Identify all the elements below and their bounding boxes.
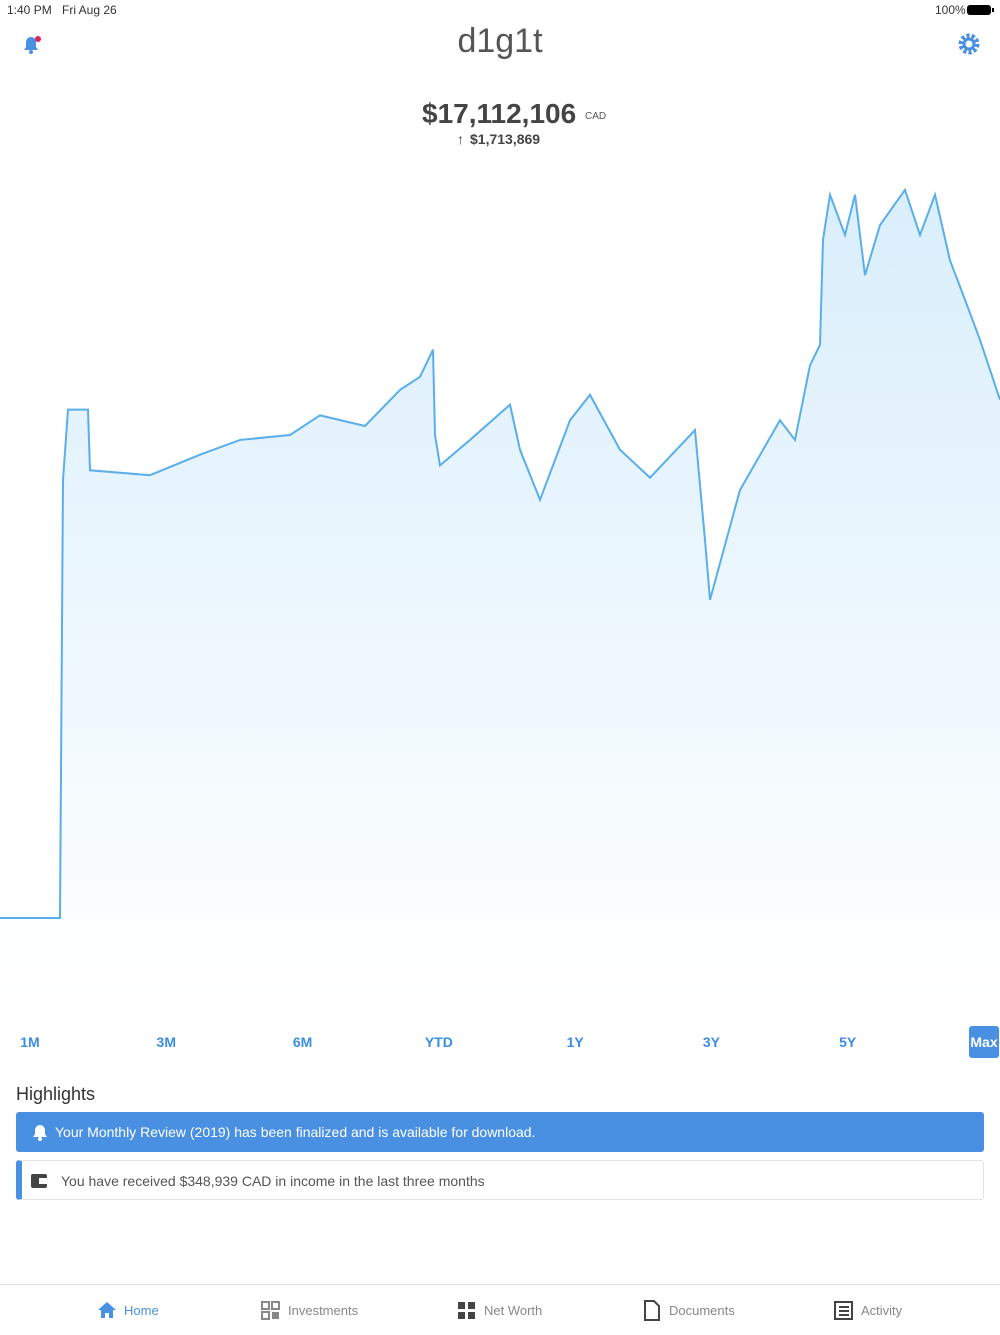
highlight-text: You have received $348,939 CAD in income…	[61, 1173, 485, 1189]
tab-icon	[644, 1300, 660, 1321]
tab-icon	[261, 1301, 280, 1320]
range-button[interactable]: 1M	[20, 1034, 40, 1050]
tab[interactable]: Home	[96, 1302, 159, 1318]
highlight-banner[interactable]: Your Monthly Review (2019) has been fina…	[16, 1112, 984, 1152]
tab-icon	[834, 1301, 853, 1320]
tab-icon	[458, 1302, 475, 1319]
tab-label: Investments	[288, 1303, 359, 1318]
tab[interactable]: Net Worth	[456, 1302, 543, 1319]
area-fill	[0, 189, 1000, 1001]
tab-icon	[98, 1302, 116, 1318]
tab-label: Net Worth	[484, 1303, 543, 1318]
value-line	[0, 187, 1000, 919]
tab[interactable]: Investments	[260, 1301, 359, 1320]
change-value: $1,713,869	[470, 131, 541, 147]
range-button[interactable]: 1Y	[566, 1034, 584, 1050]
chart	[0, 187, 1000, 1001]
bell-icon[interactable]	[20, 32, 44, 56]
change-arrow: ↑	[457, 131, 464, 147]
range-button[interactable]: 5Y	[839, 1034, 857, 1050]
range-button[interactable]: Max	[969, 1026, 999, 1058]
bell-icon	[33, 1125, 47, 1141]
settings-icon[interactable]	[958, 33, 980, 55]
status-date: Fri Aug 26	[62, 3, 117, 17]
range-selector: 1M 3M 6M YTD 1Y 3Y 5Y Max	[0, 1026, 1000, 1058]
range-button[interactable]: 3Y	[702, 1034, 720, 1050]
highlight-card[interactable]: You have received $348,939 CAD in income…	[16, 1160, 984, 1200]
range-button[interactable]: YTD	[424, 1034, 453, 1050]
tab-bar: Home Investments Net Worth Documents Activit…	[0, 1284, 1000, 1335]
range-button[interactable]: 6M	[292, 1034, 313, 1050]
wallet-icon	[31, 1174, 47, 1188]
logo: d1g1t	[457, 22, 543, 60]
tab[interactable]: Documents	[641, 1300, 735, 1321]
battery-icon	[967, 5, 994, 15]
currency: CAD	[585, 111, 607, 122]
tab-label: Activity	[861, 1303, 903, 1318]
total-value: $17,112,106	[422, 98, 577, 129]
tab-label: Documents	[669, 1303, 735, 1318]
status-time: 1:40 PM	[7, 3, 52, 17]
tab[interactable]: Activity	[833, 1301, 903, 1320]
tab-label: Home	[124, 1303, 159, 1318]
status-battery: 100%	[935, 3, 966, 17]
highlights-title: Highlights	[16, 1084, 96, 1104]
highlight-text: Your Monthly Review (2019) has been fina…	[55, 1124, 536, 1140]
range-button[interactable]: 3M	[156, 1034, 176, 1050]
